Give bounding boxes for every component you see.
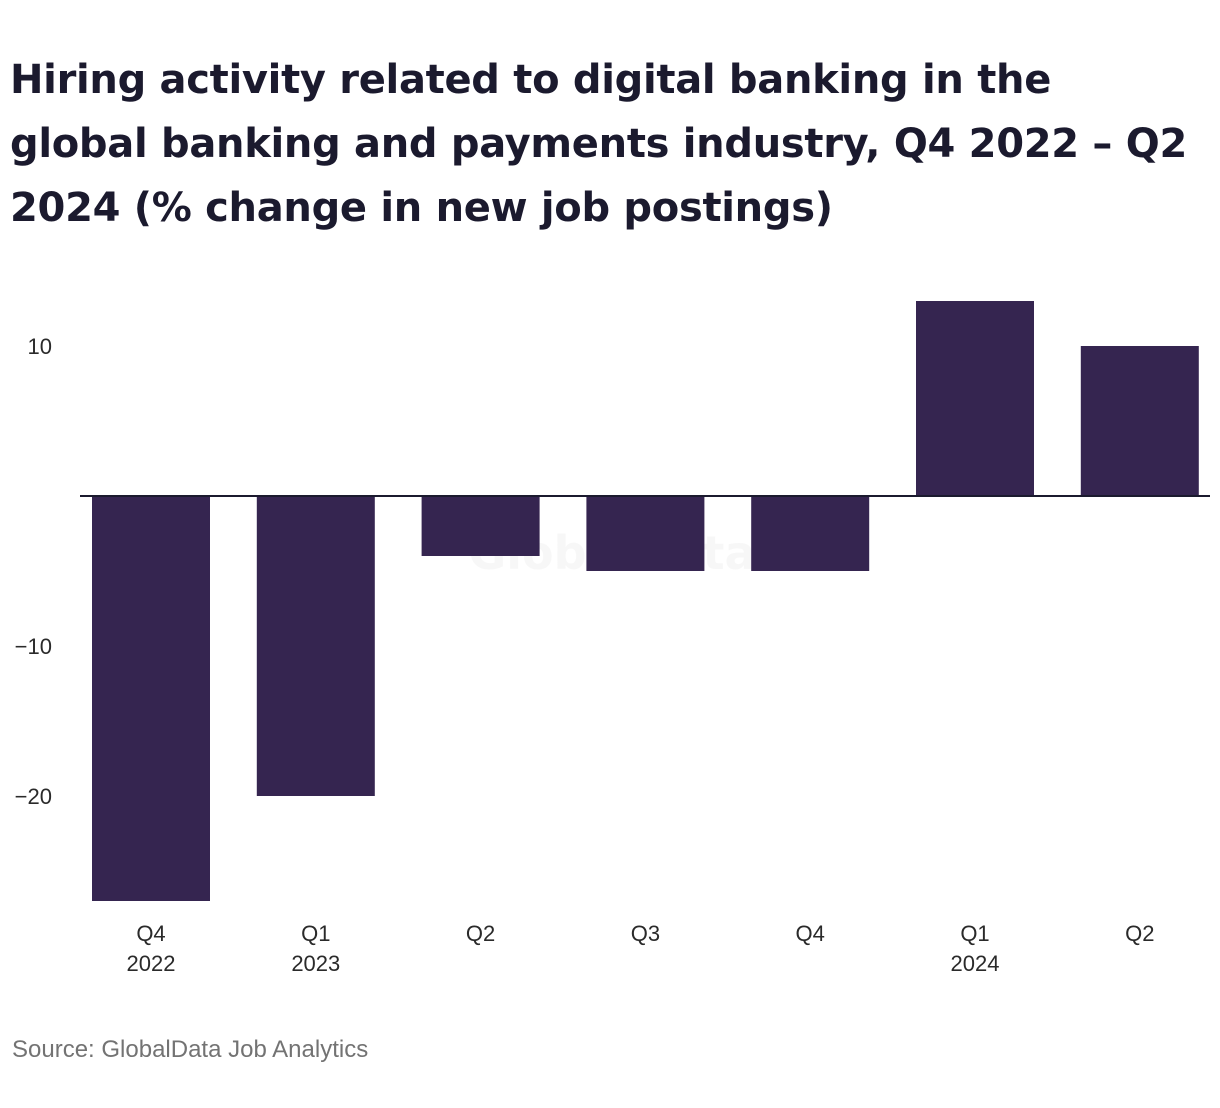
y-tick-label: −10 xyxy=(15,634,52,659)
x-tick-year-label: 2022 xyxy=(127,951,176,976)
x-tick-year-label: 2023 xyxy=(291,951,340,976)
bar-1 xyxy=(256,496,375,796)
y-tick-label: 10 xyxy=(28,334,52,359)
x-tick-label: Q3 xyxy=(631,921,660,946)
x-tick-label: Q4 xyxy=(796,921,825,946)
bar-3 xyxy=(586,496,705,571)
y-axis-ticks: 10 −10 −20 xyxy=(15,334,52,809)
x-axis-ticks: Q4 2022 Q1 2023 Q2 Q3 Q4 Q1 2024 Q2 xyxy=(127,921,1155,976)
chart-title: Hiring activity related to digital banki… xyxy=(10,57,1187,231)
bar-4 xyxy=(751,496,870,571)
x-tick-year-label: 2024 xyxy=(951,951,1000,976)
x-tick-label: Q2 xyxy=(466,921,495,946)
x-tick-label: Q4 xyxy=(136,921,165,946)
bar-0 xyxy=(92,496,210,901)
x-tick-label: Q2 xyxy=(1125,921,1154,946)
y-tick-label: −20 xyxy=(15,784,52,809)
x-tick-label: Q1 xyxy=(960,921,989,946)
bar-6 xyxy=(1080,346,1199,496)
bars-group xyxy=(92,301,1199,901)
bar-2 xyxy=(421,496,540,556)
source-note: Source: GlobalData Job Analytics xyxy=(12,1036,369,1063)
x-tick-label: Q1 xyxy=(301,921,330,946)
bar-5 xyxy=(916,301,1034,496)
